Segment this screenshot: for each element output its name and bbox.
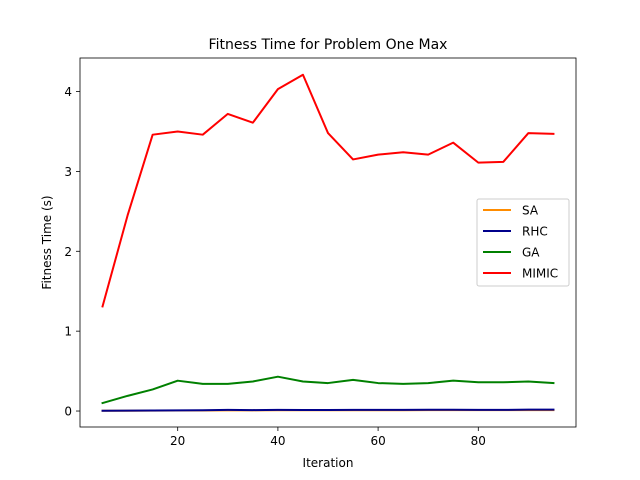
x-tick-label: 60: [370, 434, 385, 448]
series-line-ga: [101, 375, 555, 405]
plot-frame: [79, 57, 577, 428]
x-axis-label: Iteration: [303, 456, 354, 470]
legend-label-ga: GA: [522, 246, 540, 260]
series-layer: [101, 73, 555, 412]
axes-layer: 20 40 60 80 0 1 2 3 4: [64, 57, 577, 448]
legend: SA RHC GA MIMIC: [476, 198, 570, 287]
y-tick-label: 1: [64, 325, 72, 339]
y-tick-label: 4: [64, 85, 72, 99]
series-line-rhc: [101, 408, 555, 412]
x-tick-label: 80: [471, 434, 486, 448]
y-tick-label: 2: [64, 245, 72, 259]
y-tick-label: 0: [64, 405, 72, 419]
legend-box: [476, 198, 570, 287]
y-tick-label: 3: [64, 165, 72, 179]
x-tick-label: 20: [170, 434, 185, 448]
legend-label-rhc: RHC: [522, 225, 548, 239]
chart-title: Fitness Time for Problem One Max: [209, 37, 448, 53]
series-line-mimic: [101, 73, 555, 308]
legend-label-sa: SA: [522, 204, 539, 218]
y-axis-label: Fitness Time (s): [40, 195, 54, 289]
x-tick-label: 40: [270, 434, 285, 448]
legend-label-mimic: MIMIC: [522, 267, 558, 281]
